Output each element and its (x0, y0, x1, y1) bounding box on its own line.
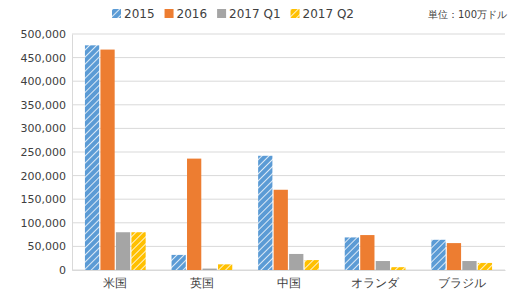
y-tick-label: 0 (59, 264, 66, 277)
grid-line (72, 199, 505, 200)
legend-item: 2015 (112, 7, 155, 21)
unit-label: 単位：100万ドル (428, 9, 507, 20)
bar (345, 237, 359, 270)
y-tick-label: 200,000 (21, 170, 67, 183)
x-axis-line (73, 270, 506, 271)
y-tick-label: 250,000 (21, 146, 67, 159)
bar (462, 261, 476, 270)
y-tick: 300,000 (21, 122, 73, 135)
x-tick-label: 英国 (190, 276, 214, 290)
bar (172, 255, 186, 270)
bar (258, 156, 272, 270)
legend-swatch (217, 9, 226, 18)
legend-item: 2017 Q1 (217, 7, 280, 21)
y-axis: 0 50,000 100,000 150,000 200,000 250,000 300,0… (21, 28, 73, 277)
y-axis-line (72, 35, 73, 271)
bars (85, 45, 492, 270)
y-tick: 0 (59, 264, 72, 277)
bar (85, 45, 99, 270)
chart-svg: 0 50,000 100,000 150,000 200,000 250,000 300,0… (0, 0, 519, 301)
y-tick: 350,000 (21, 99, 73, 112)
y-tick-label: 350,000 (21, 99, 67, 112)
grid-line (72, 57, 505, 58)
x-tick: 中国 (277, 270, 301, 290)
x-tick-label: 米国 (103, 276, 127, 290)
y-tick-label: 500,000 (21, 28, 67, 41)
bar (289, 254, 303, 270)
legend-item: 2017 Q2 (291, 7, 354, 21)
y-tick: 250,000 (21, 146, 73, 159)
y-tick-label: 450,000 (21, 52, 67, 65)
grid-line (72, 152, 505, 153)
bar (360, 235, 374, 270)
legend-swatch (112, 9, 121, 18)
y-tick: 450,000 (21, 52, 73, 65)
legend-swatch (165, 9, 174, 18)
legend-label: 2016 (177, 7, 208, 21)
bar (391, 267, 405, 270)
y-tick-label: 50,000 (28, 240, 67, 253)
y-tick-label: 150,000 (21, 193, 67, 206)
bar (478, 263, 492, 270)
plot: 0 50,000 100,000 150,000 200,000 250,000 300,0… (21, 28, 506, 290)
bar (116, 232, 130, 270)
x-axis: 米国 英国 中国 オランダ ブラジル (73, 270, 506, 290)
y-tick-label: 300,000 (21, 122, 67, 135)
legend-label: 2017 Q2 (303, 7, 354, 21)
bar (447, 243, 461, 270)
legend: 2015 2016 2017 Q1 2017 Q2 (112, 7, 354, 21)
y-tick: 150,000 (21, 193, 73, 206)
legend-label: 2015 (124, 7, 155, 21)
x-tick-label: オランダ (351, 276, 400, 290)
bar (203, 269, 217, 270)
bar (305, 260, 319, 270)
legend-swatch (291, 9, 300, 18)
bar (376, 261, 390, 270)
bar-series (100, 50, 461, 270)
grid-line (72, 128, 505, 129)
y-tick: 400,000 (21, 75, 73, 88)
grid (72, 34, 505, 270)
bar (100, 50, 114, 270)
x-tick-label: 中国 (277, 276, 301, 290)
x-tick-label: ブラジル (438, 276, 486, 290)
bar (274, 190, 288, 270)
x-tick: 英国 (190, 270, 214, 290)
chart-container: 0 50,000 100,000 150,000 200,000 250,000 300,0… (0, 0, 519, 301)
legend-item: 2016 (165, 7, 208, 21)
grid-line (72, 175, 505, 176)
x-tick: 米国 (103, 270, 127, 290)
legend-label: 2017 Q1 (229, 7, 280, 21)
y-tick: 50,000 (28, 240, 73, 253)
bar (187, 159, 201, 270)
bar (131, 232, 145, 270)
grid-line (72, 81, 505, 82)
y-tick-label: 100,000 (21, 217, 67, 230)
grid-line (72, 222, 505, 223)
bar-series (85, 45, 446, 270)
bar (431, 240, 445, 270)
grid-line (72, 34, 505, 35)
x-tick: ブラジル (438, 270, 486, 290)
y-tick: 200,000 (21, 170, 73, 183)
bar (218, 264, 232, 270)
bar-series (131, 232, 492, 270)
bar-series (116, 232, 477, 270)
y-tick: 500,000 (21, 28, 73, 41)
y-tick-label: 400,000 (21, 75, 67, 88)
grid-line (72, 104, 505, 105)
x-tick: オランダ (351, 270, 400, 290)
y-tick: 100,000 (21, 217, 73, 230)
